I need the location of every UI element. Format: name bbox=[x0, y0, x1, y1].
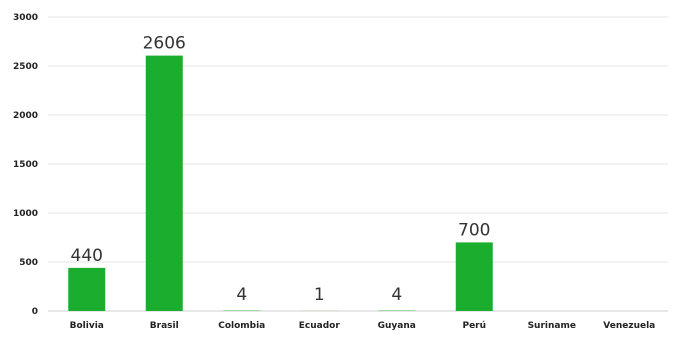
x-tick-label: Guyana bbox=[378, 321, 416, 331]
bar bbox=[68, 267, 106, 311]
bar bbox=[455, 242, 493, 311]
y-tick-label: 1000 bbox=[13, 209, 38, 219]
y-axis-ticks: 0 500 1000 1500 2000 2500 3000 bbox=[13, 13, 38, 317]
data-label: 440 bbox=[71, 246, 103, 266]
data-label: 700 bbox=[458, 220, 490, 240]
data-label: 2606 bbox=[143, 34, 186, 54]
x-tick-label: Perú bbox=[462, 321, 486, 331]
y-tick-label: 1500 bbox=[13, 160, 38, 170]
x-tick-label: Bolivia bbox=[70, 321, 104, 331]
data-label: 4 bbox=[236, 285, 247, 305]
data-label: 4 bbox=[391, 285, 402, 305]
bars bbox=[68, 55, 493, 311]
y-tick-label: 2000 bbox=[13, 111, 38, 121]
x-tick-label: Colombia bbox=[218, 321, 265, 331]
data-label: 1 bbox=[314, 285, 325, 305]
x-axis-ticks: Bolivia Brasil Colombia Ecuador Guyana Perú Su… bbox=[70, 321, 656, 331]
y-tick-label: 500 bbox=[19, 258, 38, 268]
gridlines bbox=[48, 16, 668, 312]
x-tick-label: Brasil bbox=[150, 321, 179, 331]
x-tick-label: Ecuador bbox=[299, 321, 341, 331]
y-tick-label: 2500 bbox=[13, 62, 38, 72]
x-tick-label: Venezuela bbox=[603, 321, 655, 331]
y-tick-label: 0 bbox=[32, 307, 38, 317]
data-labels: 440 2606 4 1 4 700 bbox=[71, 34, 491, 305]
x-tick-label: Suriname bbox=[528, 321, 576, 331]
y-tick-label: 3000 bbox=[13, 13, 38, 23]
bar bbox=[145, 55, 183, 311]
